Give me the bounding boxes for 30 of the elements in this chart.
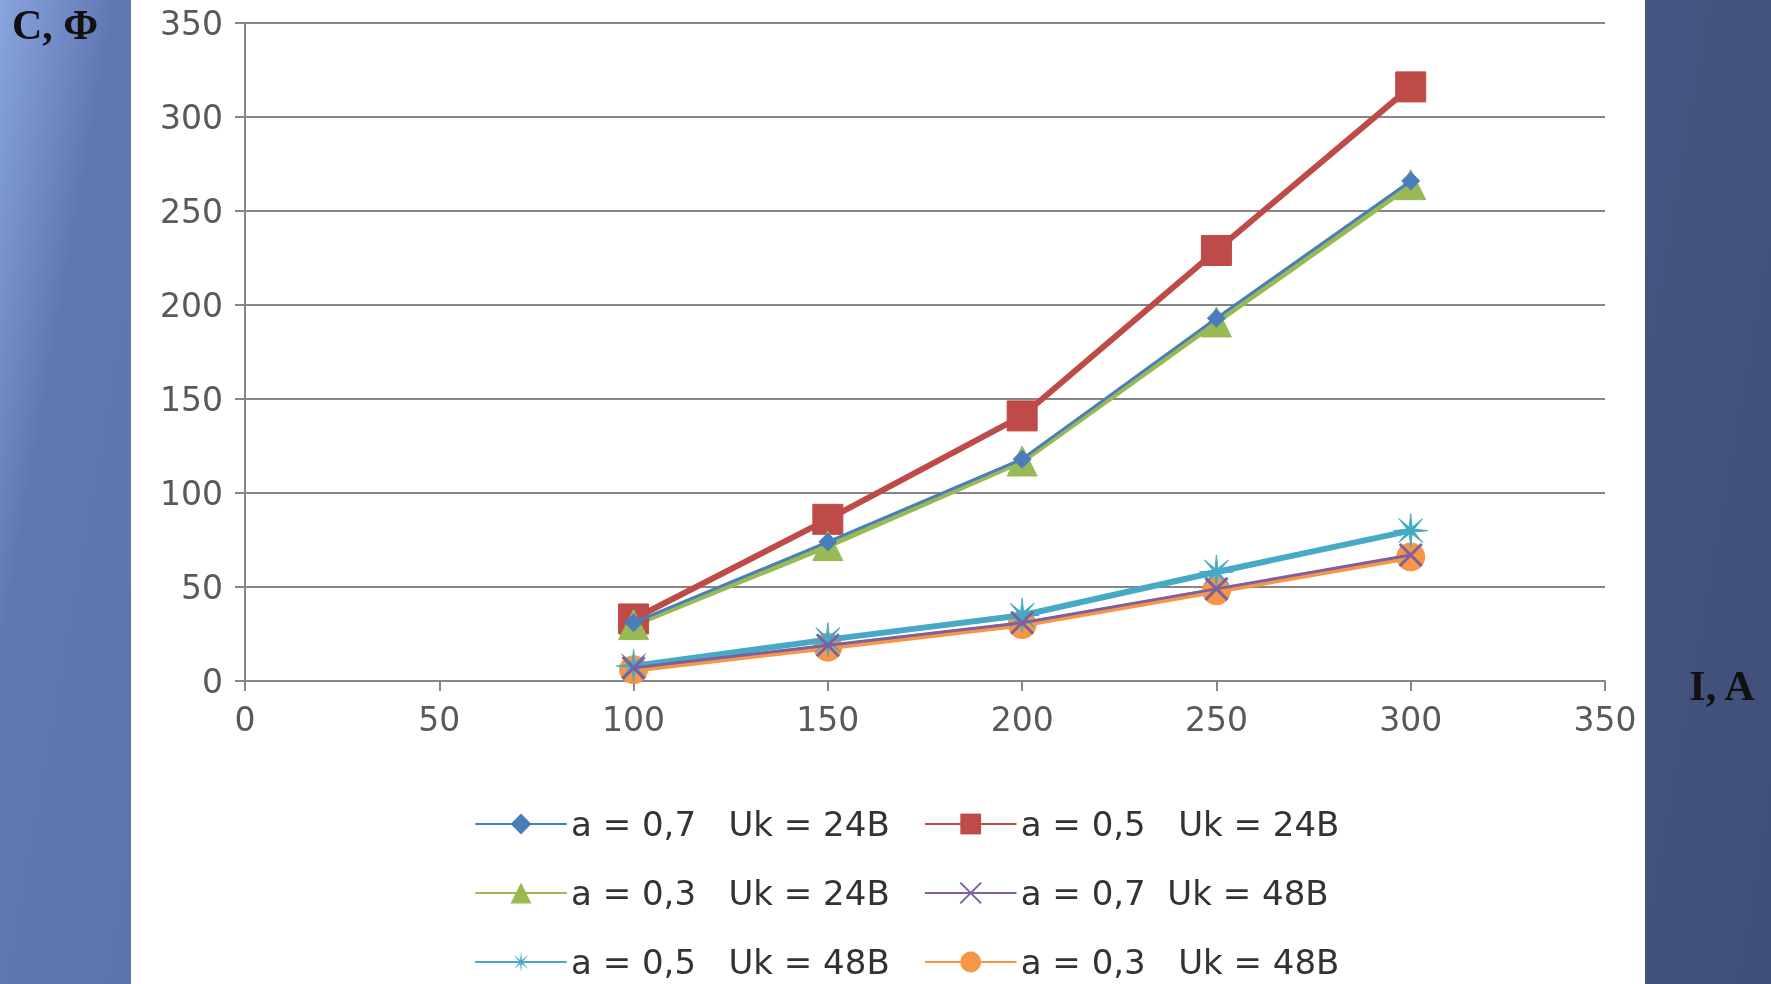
y-tick-label: 50 <box>181 567 223 607</box>
x-tick-label: 150 <box>796 700 860 739</box>
point <box>1200 234 1232 266</box>
y-tick-label: 150 <box>160 379 223 419</box>
y-tick-label: 0 <box>202 661 223 701</box>
legend-label: a = 0,5 Uk = 24B <box>1020 804 1340 844</box>
x-tick-label: 350 <box>1573 700 1637 739</box>
legend-label: a = 0,3 Uk = 24B <box>571 873 890 913</box>
x-tick-label: 200 <box>990 700 1054 739</box>
legend-label: a = 0,7 Uk = 24B <box>571 804 890 844</box>
y-tick-label: 200 <box>160 285 223 325</box>
x-axis-title: I, A <box>1689 663 1756 709</box>
point <box>1395 71 1427 103</box>
y-tick-label: 100 <box>160 473 223 513</box>
point <box>1006 400 1038 432</box>
legend-label: a = 0,3 Uk = 48B <box>1020 942 1340 982</box>
x-tick-label: 100 <box>602 700 666 739</box>
point <box>1198 554 1234 590</box>
x-tick-label: 250 <box>1184 700 1248 739</box>
legend-label: a = 0,5 Uk = 48B <box>571 942 890 982</box>
x-tick-label: 0 <box>234 700 256 739</box>
y-tick-label: 300 <box>160 97 223 137</box>
legend-label: a = 0,7 Uk = 48B <box>1020 873 1329 913</box>
point <box>812 503 844 535</box>
point <box>1393 513 1429 549</box>
x-tick-label: 50 <box>418 700 461 739</box>
x-tick-label: 300 <box>1379 700 1443 739</box>
y-tick-label: 350 <box>160 3 223 43</box>
y-tick-label: 250 <box>160 191 223 231</box>
y-axis-title: C, Φ <box>12 2 99 48</box>
